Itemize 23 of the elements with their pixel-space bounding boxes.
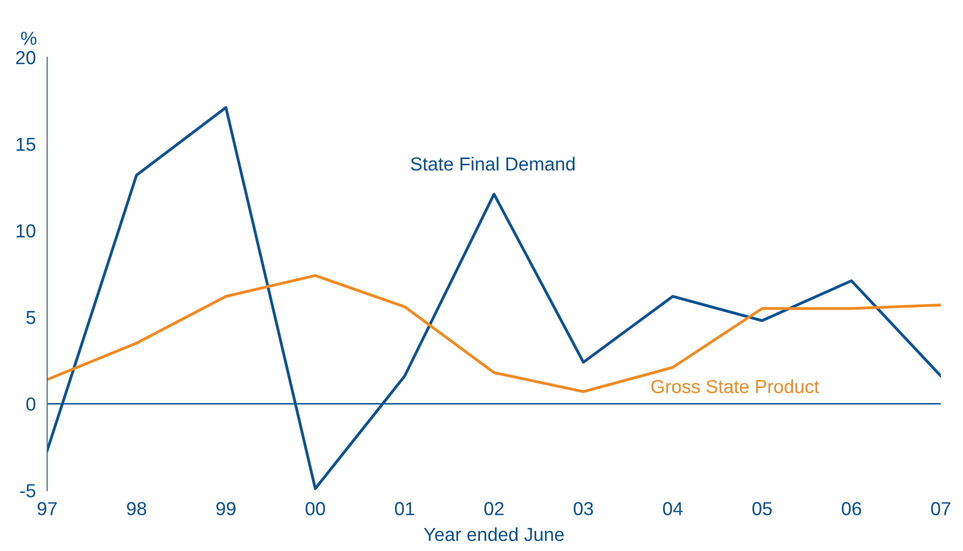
y-axis-title: % (21, 32, 36, 45)
x-tick-label: 06 (842, 502, 862, 516)
series-label: State Final Demand (410, 156, 575, 171)
line-series (47, 274, 941, 394)
y-tick-label: 5 (26, 311, 36, 324)
x-axis-title: Year ended June (424, 527, 564, 542)
x-tick-label: 02 (484, 502, 504, 516)
x-tick-label: 05 (752, 502, 772, 516)
x-tick-label: 03 (574, 502, 593, 516)
x-tick-label: 97 (38, 502, 57, 516)
y-tick-label: 10 (16, 224, 36, 238)
y-tick-label: 0 (26, 397, 36, 411)
x-tick-label: 99 (216, 502, 236, 516)
y-tick-label: 15 (16, 138, 36, 151)
x-tick-label: 00 (306, 502, 325, 516)
y-tick-label: -5 (20, 484, 36, 498)
y-tick-label: 20 (16, 51, 36, 64)
line-series (47, 106, 941, 490)
series-label: Gross State Product (651, 379, 820, 394)
x-tick-label: 07 (931, 502, 950, 516)
x-tick-label: 01 (394, 502, 414, 516)
x-tick-label: 98 (127, 502, 146, 516)
x-tick-label: 04 (663, 502, 683, 516)
